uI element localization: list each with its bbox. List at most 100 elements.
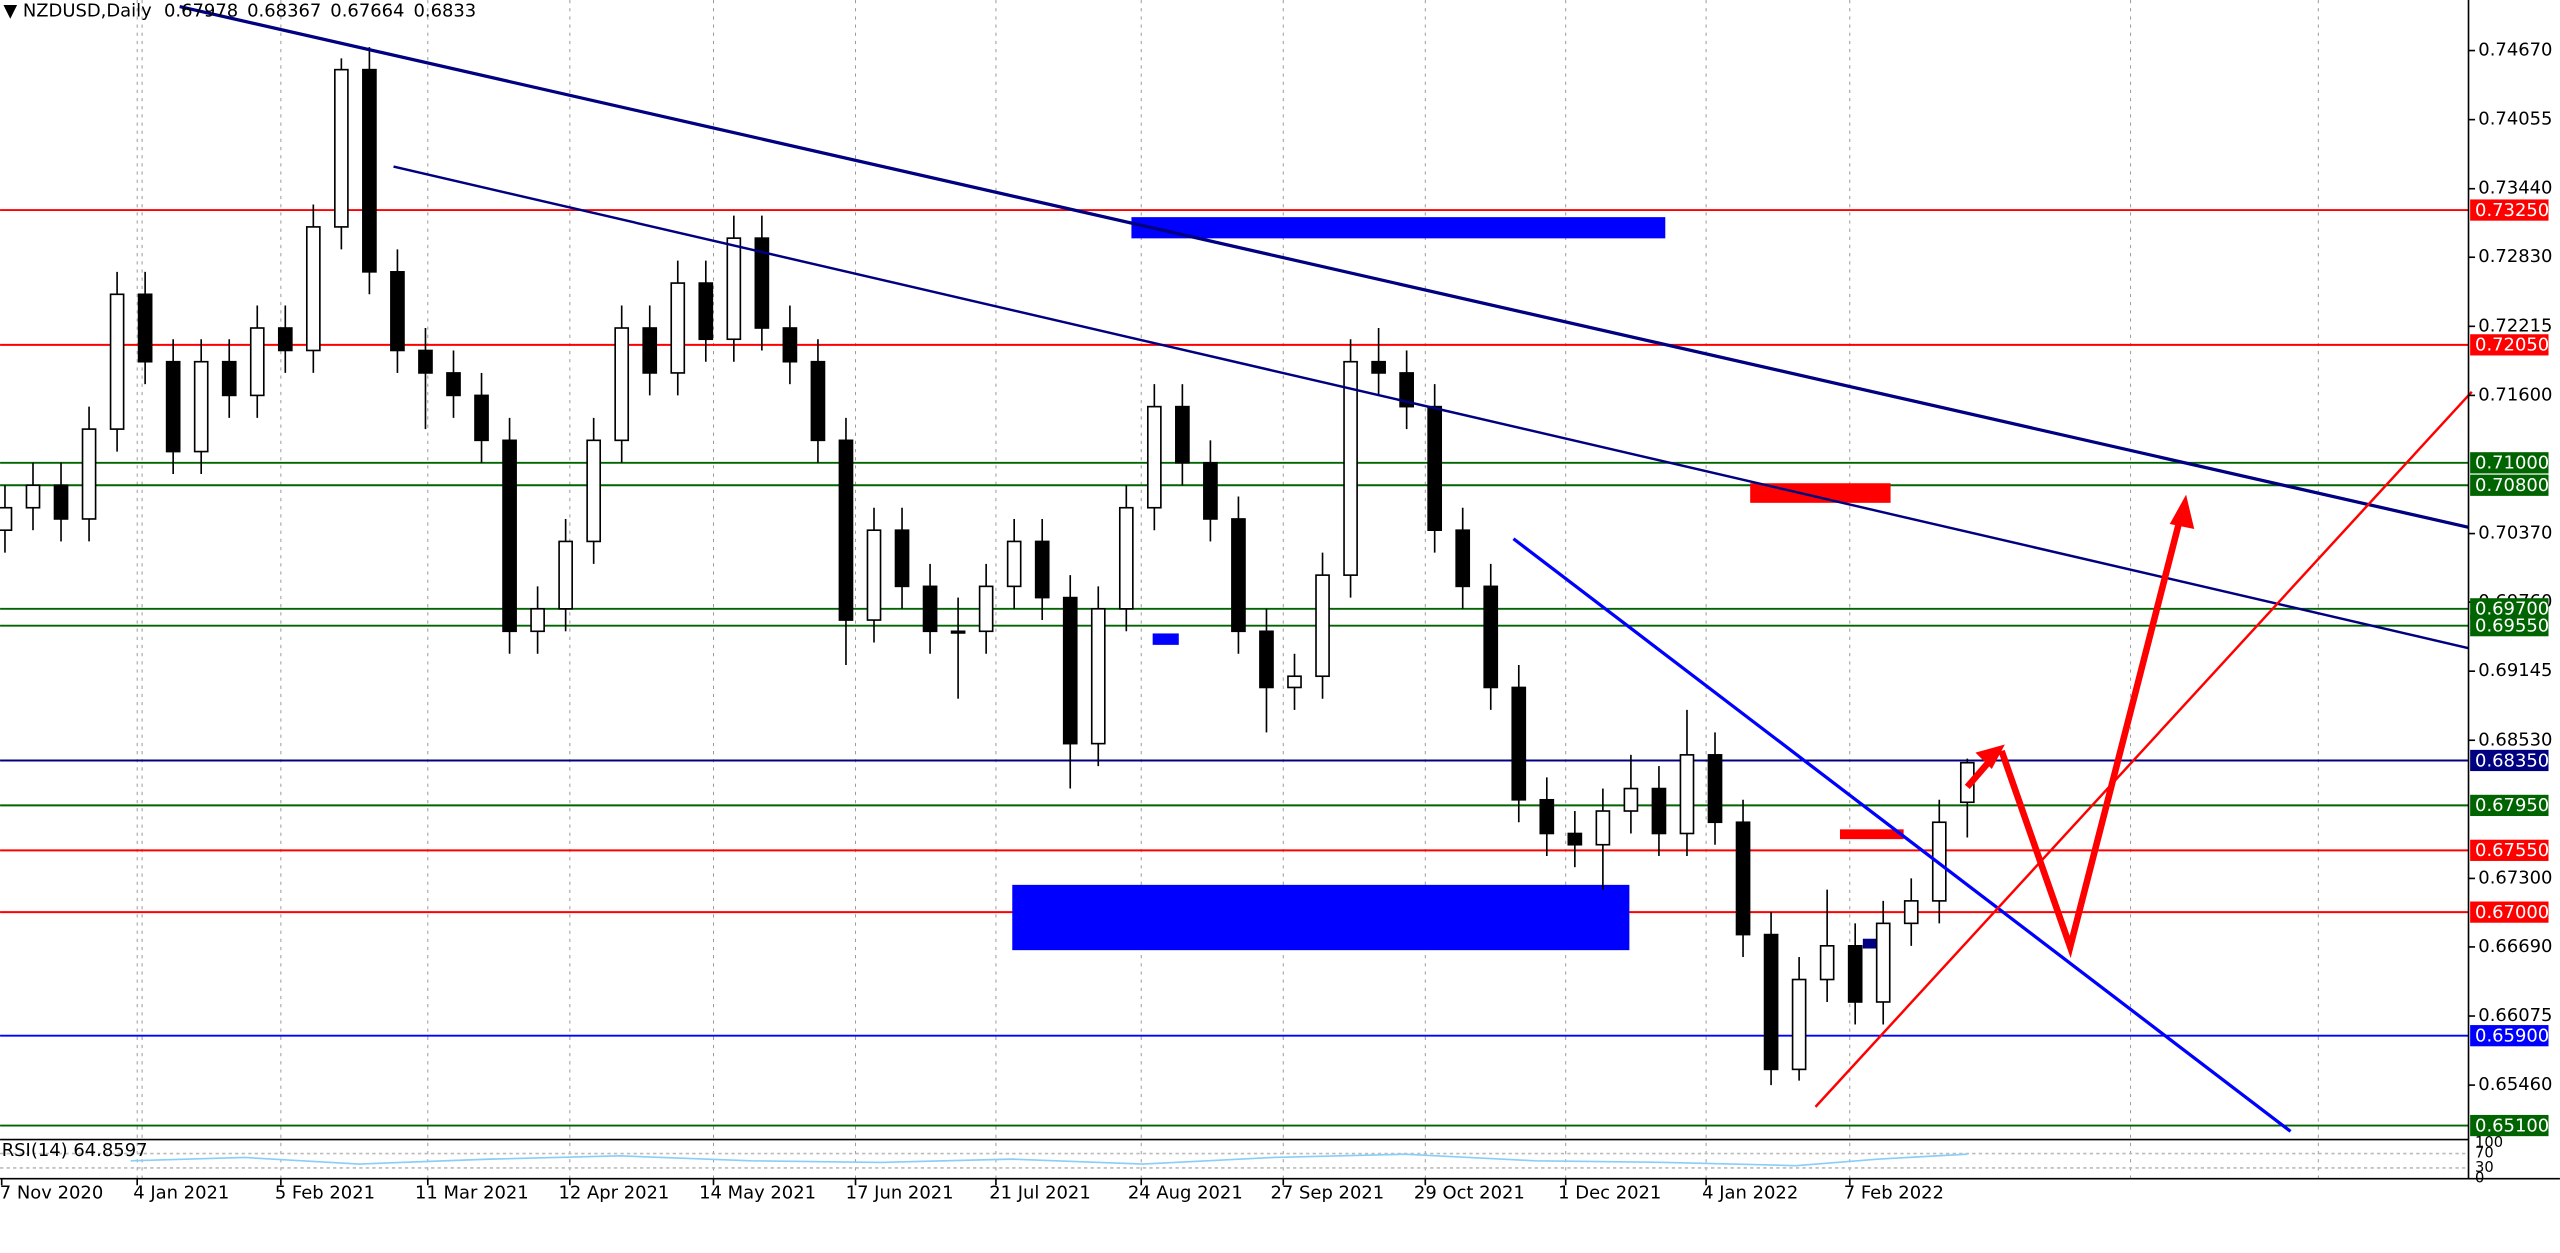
candle-body <box>446 372 461 397</box>
candle-body <box>1455 529 1471 588</box>
x-tick-label: 27 Sep 2021 <box>1271 1182 1385 1203</box>
level-label: 0.72050 <box>2475 335 2549 356</box>
y-tick-label: 0.68530 <box>2478 729 2552 750</box>
rsi-tick-label: 70 <box>2475 1145 2494 1162</box>
candle-body <box>1679 754 1695 835</box>
trendline <box>393 165 2469 650</box>
x-tick-label: 4 Jan 2021 <box>133 1182 229 1203</box>
candle-body <box>502 439 517 633</box>
level-label: 0.68350 <box>2475 750 2549 771</box>
candle-body <box>1203 461 1218 520</box>
candle-body <box>1567 832 1583 846</box>
y-tick-label: 0.71600 <box>2478 384 2552 405</box>
x-tick-label: 12 Apr 2021 <box>558 1182 669 1203</box>
candle-body <box>1483 585 1499 689</box>
y-tick-label: 0.69145 <box>2478 660 2552 681</box>
level-tag <box>2470 474 2549 496</box>
x-tick-label: 5 Feb 2021 <box>275 1182 375 1203</box>
level-tag <box>2470 615 2549 637</box>
candle-body <box>838 439 854 621</box>
candle-body <box>362 68 377 273</box>
candle-body <box>53 484 69 520</box>
candle-body <box>137 293 153 363</box>
candle-body <box>1875 922 1891 1003</box>
level-label: 0.65900 <box>2475 1025 2549 1046</box>
zone <box>1152 633 1179 645</box>
candle-body <box>390 271 405 352</box>
candle-body <box>1903 900 1919 925</box>
x-tick-label: 11 Mar 2021 <box>415 1182 529 1203</box>
candles <box>0 47 1975 1086</box>
trendline <box>1512 537 2292 1133</box>
level-tag <box>2470 749 2549 772</box>
x-tick-label: 1 Dec 2021 <box>1558 1182 1661 1203</box>
y-tick-label: 0.74055 <box>2478 109 2552 130</box>
candle-body <box>978 585 994 633</box>
zone <box>1862 938 1888 949</box>
candle-body <box>221 360 237 397</box>
zone <box>1131 217 1666 239</box>
candle-body <box>866 529 882 621</box>
symbol: NZDUSD,Daily <box>23 0 152 21</box>
rsi-line <box>130 1153 1968 1167</box>
candle-body <box>754 237 770 329</box>
y-tick-label: 0.67300 <box>2478 867 2552 888</box>
candle-body <box>586 439 602 543</box>
candle-body <box>1259 630 1274 689</box>
candle-body <box>1791 978 1807 1071</box>
candle-body <box>1763 933 1779 1071</box>
candle-body <box>1034 540 1050 599</box>
candle-body <box>418 349 433 374</box>
arrow-head <box>1975 744 2005 769</box>
candle-body <box>1623 787 1639 812</box>
x-tick-label: 24 Aug 2021 <box>1128 1182 1243 1203</box>
level-tag <box>2470 1025 2549 1047</box>
candle-body <box>193 360 209 453</box>
x-tick-label: 7 Feb 2022 <box>1844 1182 1944 1203</box>
candle-body <box>249 327 265 397</box>
ohlc-value: 0.67664 <box>330 0 404 21</box>
zone <box>1750 483 1891 503</box>
candle-body <box>1371 360 1386 374</box>
ohlc-value: 0.67978 <box>164 0 238 21</box>
level-tag <box>2470 839 2549 861</box>
level-label: 0.67950 <box>2475 795 2549 816</box>
candle-body <box>1231 518 1246 633</box>
y-tick-label: 0.73440 <box>2478 178 2552 199</box>
candle-body <box>1315 574 1330 678</box>
candle-body <box>1847 945 1863 1003</box>
level-tag <box>2470 334 2549 356</box>
level-label: 0.73250 <box>2475 200 2549 221</box>
candle-body <box>642 327 658 374</box>
candle-body <box>109 293 125 430</box>
rsi-tick-label: 30 <box>2475 1159 2494 1176</box>
candle-body <box>670 282 686 374</box>
y-tick-label: 0.72830 <box>2478 246 2552 267</box>
candle-body <box>614 327 630 442</box>
price-axis: 0.74670 0.74055 0.73440 0.72830 0.72215 0.716… <box>2468 40 2552 1187</box>
level-tag <box>2470 199 2549 221</box>
indicator-label: RSI(14) 64.8597 <box>2 1140 148 1161</box>
trendline <box>179 4 2469 529</box>
y-tick-label: 0.72215 <box>2478 315 2552 336</box>
candle-body <box>782 327 798 363</box>
candle-body <box>950 630 966 634</box>
zone <box>1839 829 1904 840</box>
candle-body <box>1735 821 1751 936</box>
candle-body <box>530 608 545 633</box>
candle-body <box>1399 372 1414 408</box>
y-tick-label: 0.66690 <box>2478 936 2552 957</box>
level-label: 0.70800 <box>2475 475 2549 496</box>
candle-body <box>1090 608 1106 745</box>
candle-body <box>698 282 714 341</box>
chart-header: ▼ NZDUSD,Daily 0.67978 0.68367 0.67664 0… <box>3 0 476 21</box>
forecast-arrow <box>1998 513 2185 959</box>
candle-body <box>1707 754 1723 824</box>
level-tag <box>2470 901 2549 923</box>
candle-body <box>810 360 826 442</box>
candle-body <box>81 428 97 520</box>
candle-body <box>0 506 13 532</box>
candle-body <box>1146 405 1162 509</box>
level-label: 0.71000 <box>2475 453 2549 474</box>
